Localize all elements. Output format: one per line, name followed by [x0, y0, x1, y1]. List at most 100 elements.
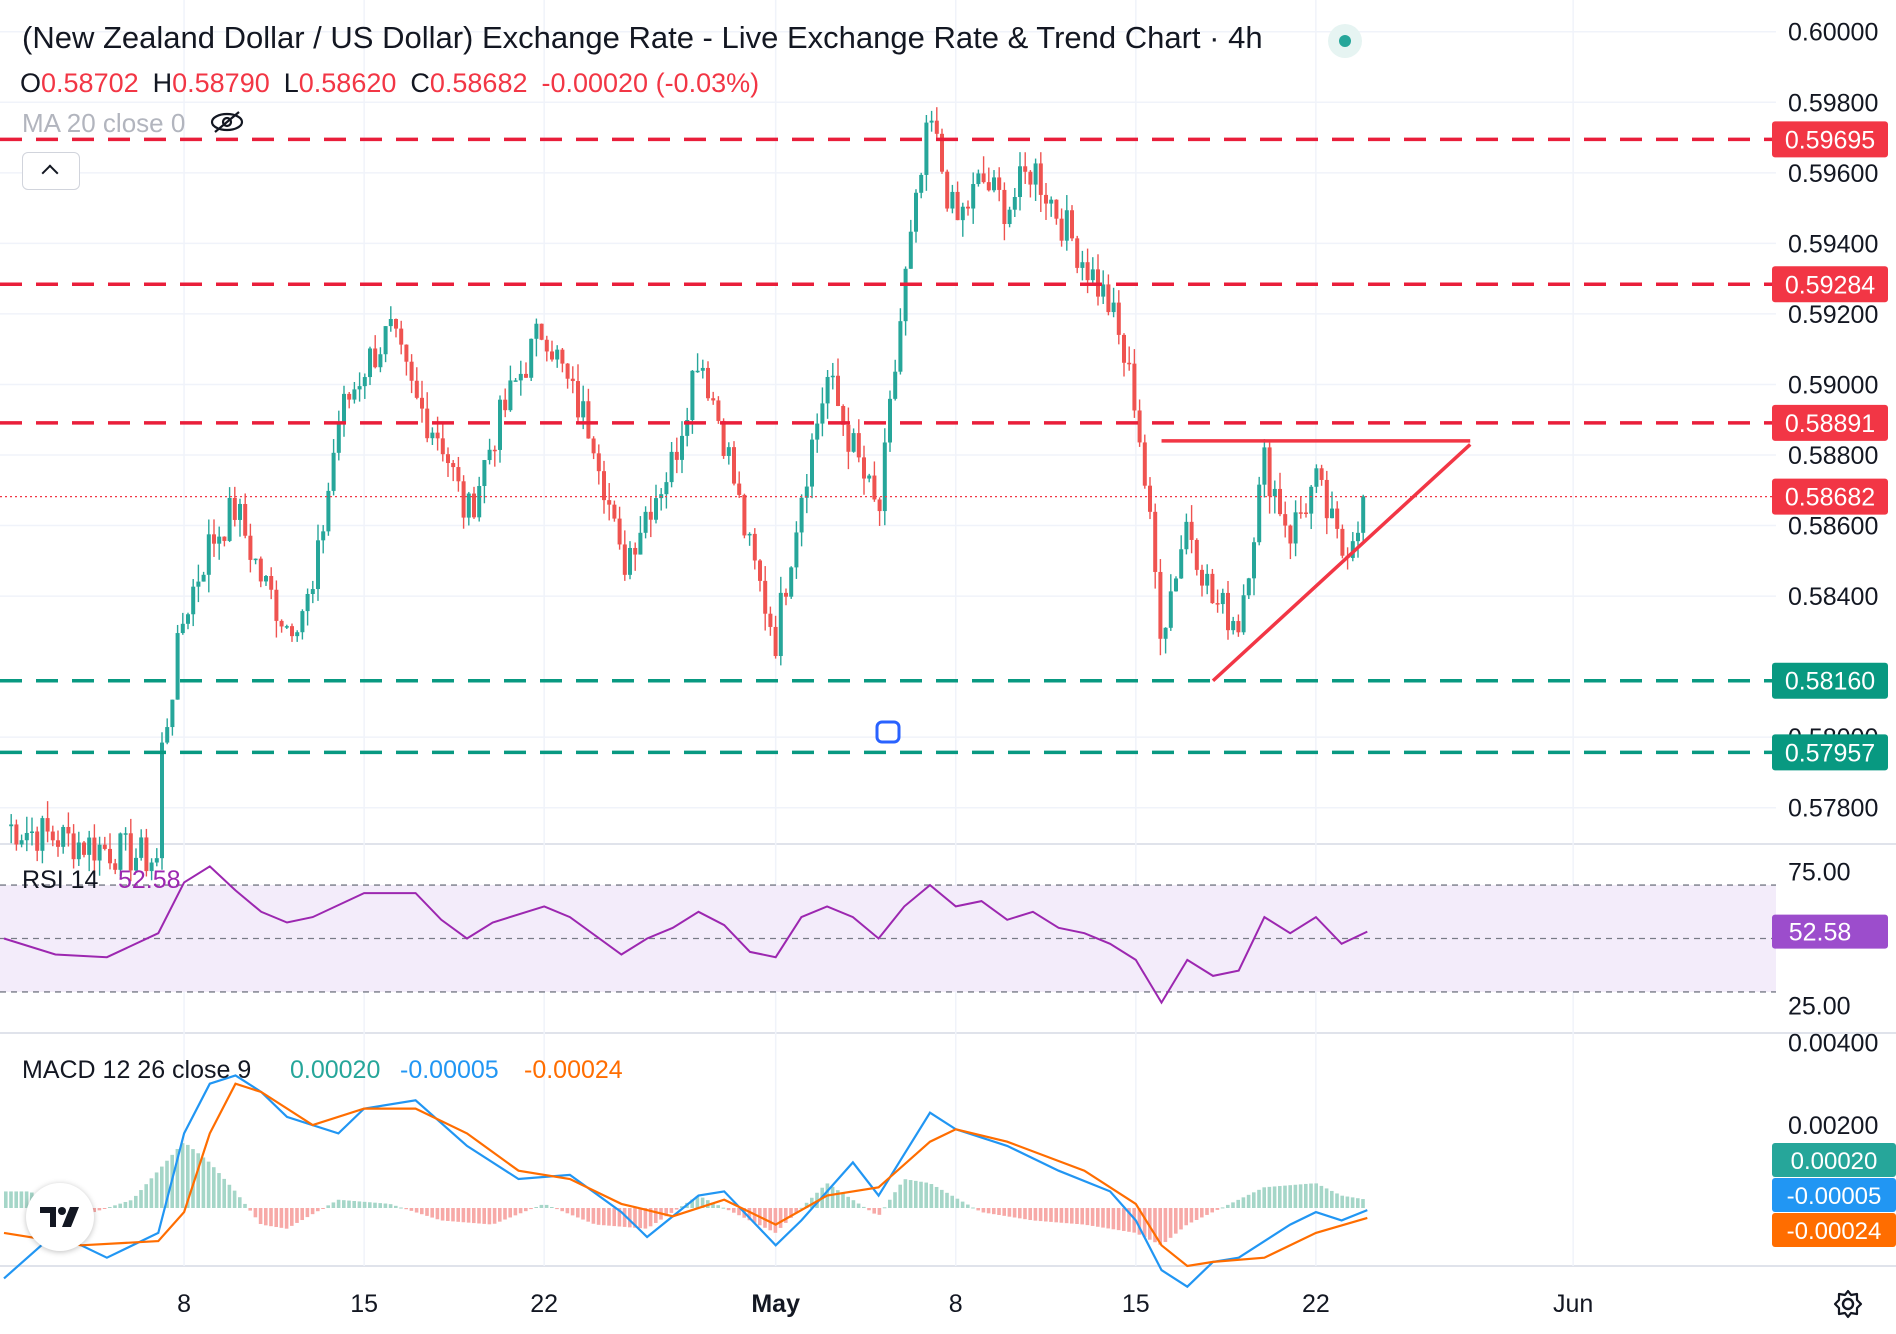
candle-body	[617, 518, 622, 545]
gear-icon[interactable]	[1832, 1288, 1864, 1325]
candle-body	[992, 177, 996, 191]
candle-body	[971, 184, 976, 209]
candle-body	[409, 361, 414, 381]
macd-histogram-bar	[1101, 1208, 1105, 1228]
candle-body	[1018, 166, 1022, 197]
macd-histogram-bar	[1241, 1197, 1246, 1208]
candle-body	[560, 349, 565, 364]
macd-histogram-bar	[1132, 1208, 1136, 1233]
high-value: 0.58790	[172, 68, 270, 98]
candle-body	[903, 268, 908, 322]
candle-body	[1049, 199, 1054, 204]
candle-body	[758, 560, 762, 581]
macd-histogram-bar	[430, 1208, 434, 1218]
macd-histogram-bar	[451, 1208, 455, 1222]
candle-body	[435, 432, 440, 439]
macd-histogram-bar	[1335, 1193, 1339, 1208]
macd-histogram-bar	[862, 1206, 866, 1208]
candle-body	[1075, 238, 1080, 268]
macd-histogram-bar	[149, 1178, 154, 1208]
eye-crossed-icon[interactable]	[209, 110, 245, 141]
open-value: 0.58702	[41, 68, 139, 98]
macd-histogram-bar	[414, 1208, 419, 1213]
macd-histogram-bar	[1226, 1204, 1230, 1208]
candle-body	[1023, 166, 1028, 172]
macd-histogram-bar	[1111, 1208, 1116, 1230]
price-label-badge	[1772, 734, 1888, 771]
y-tick-label: 0.58800	[1788, 442, 1878, 470]
macd-histogram-bar	[700, 1197, 705, 1208]
candle-body	[1044, 194, 1048, 204]
macd-histogram-bar	[794, 1208, 798, 1213]
macd-histogram-bar	[643, 1208, 648, 1229]
macd-histogram-bar	[836, 1190, 840, 1208]
macd-value-label: 0.00020	[290, 1056, 380, 1084]
macd-histogram-bar	[976, 1208, 980, 1211]
candle-body	[56, 840, 60, 847]
candle-body	[607, 500, 612, 505]
macd-histogram-bar	[227, 1184, 232, 1208]
macd-histogram-bar	[1278, 1186, 1282, 1208]
macd-histogram-bar	[950, 1195, 954, 1208]
candle-body	[529, 338, 534, 378]
macd-histogram-bar	[810, 1197, 814, 1208]
macd-histogram-bar	[581, 1208, 585, 1220]
candle-body	[997, 177, 1002, 190]
candle-body	[851, 433, 856, 452]
macd-histogram-bar	[1002, 1208, 1006, 1216]
close-label: C	[410, 68, 430, 98]
candle-body	[40, 818, 45, 851]
candle-body	[539, 323, 544, 340]
macd-histogram-bar	[290, 1208, 294, 1226]
macd-histogram-bar	[1200, 1208, 1204, 1218]
macd-histogram-bar	[1142, 1208, 1147, 1238]
y-tick-label: 0.59400	[1788, 230, 1878, 258]
macd-histogram-bar	[986, 1208, 991, 1214]
candle-body	[1241, 595, 1246, 633]
candle-body	[1148, 485, 1152, 512]
macd-histogram-bar	[409, 1208, 414, 1211]
macd-histogram-bar	[732, 1208, 736, 1213]
tradingview-logo-icon[interactable]	[26, 1183, 94, 1251]
collapse-legend-button[interactable]	[22, 152, 80, 190]
candle-body	[685, 420, 690, 436]
macd-histogram-bar	[326, 1205, 330, 1208]
macd-histogram-bar	[1189, 1208, 1194, 1223]
ma-indicator-label[interactable]: MA 20 close 0	[22, 108, 245, 141]
candle-body	[1267, 447, 1272, 497]
candle-body	[799, 497, 804, 533]
candle-body	[232, 497, 237, 520]
candle-body	[45, 818, 50, 832]
candle-body	[1080, 262, 1085, 268]
macd-line	[3, 1074, 1368, 1289]
candle-body	[472, 493, 476, 518]
macd-histogram-bar	[1054, 1208, 1058, 1223]
candle-body	[778, 592, 783, 657]
macd-histogram-bar	[472, 1208, 476, 1224]
candle-body	[1288, 525, 1293, 544]
macd-label: MACD 12 26 close 9	[22, 1056, 251, 1084]
candle-body	[815, 423, 820, 440]
candle-body	[695, 370, 700, 373]
y-tick-label: 0.59800	[1788, 89, 1878, 117]
candle-body	[596, 453, 601, 472]
candle-body	[1200, 569, 1204, 586]
macd-histogram-bar	[648, 1208, 653, 1227]
macd-histogram-bar	[279, 1208, 284, 1228]
candle-body	[929, 120, 934, 123]
x-tick-label: May	[751, 1290, 800, 1318]
macd-histogram-bar	[1116, 1208, 1121, 1231]
macd-histogram-bar	[617, 1208, 622, 1227]
macd-histogram-bar	[310, 1208, 315, 1215]
candle-body	[243, 503, 248, 536]
macd-histogram-bar	[1309, 1183, 1313, 1208]
macd-histogram-bar	[342, 1200, 346, 1208]
candle-body	[726, 447, 731, 456]
low-label: L	[283, 68, 299, 98]
price-label-badge	[1772, 662, 1888, 699]
macd-histogram-bar	[1350, 1197, 1355, 1208]
candle-body	[290, 626, 294, 637]
macd-histogram-bar	[841, 1193, 845, 1208]
macd-histogram-bar	[846, 1196, 850, 1208]
